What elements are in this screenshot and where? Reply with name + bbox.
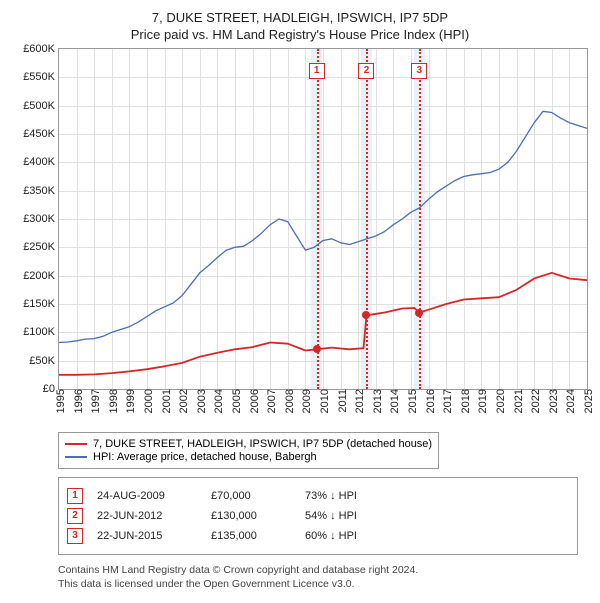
x-axis-label: 2021	[509, 389, 525, 413]
x-axis-label: 2009	[297, 389, 313, 413]
event-pct-vs-hpi: 60% ↓ HPI	[305, 530, 357, 542]
event-pct-vs-hpi: 54% ↓ HPI	[305, 510, 357, 522]
footer-attribution: Contains HM Land Registry data © Crown c…	[58, 563, 586, 591]
x-axis-label: 2011	[333, 389, 349, 413]
x-axis-label: 2015	[403, 389, 419, 413]
x-axis-label: 2025	[579, 389, 595, 413]
footer-line-2: This data is licensed under the Open Gov…	[58, 577, 586, 591]
data-point-dot	[362, 311, 370, 319]
legend-label: 7, DUKE STREET, HADLEIGH, IPSWICH, IP7 5…	[93, 438, 432, 450]
y-axis-label: £50K	[29, 355, 59, 367]
series-line-hpi	[59, 111, 587, 342]
event-row: 2 22-JUN-2012 £130,000 54% ↓ HPI	[67, 508, 569, 524]
event-date: 22-JUN-2015	[97, 530, 197, 542]
x-axis-label: 2007	[262, 389, 278, 413]
x-axis-label: 2020	[491, 389, 507, 413]
x-axis-label: 2023	[544, 389, 560, 413]
x-axis-label: 2024	[561, 389, 577, 413]
y-axis-label: £350K	[23, 185, 59, 197]
y-axis-label: £100K	[23, 326, 59, 338]
y-axis-label: £200K	[23, 270, 59, 282]
legend-swatch	[65, 443, 87, 445]
y-axis-label: £150K	[23, 298, 59, 310]
event-pct-vs-hpi: 73% ↓ HPI	[305, 490, 357, 502]
event-date: 22-JUN-2012	[97, 510, 197, 522]
x-axis-label: 2000	[139, 389, 155, 413]
y-axis-label: £450K	[23, 128, 59, 140]
x-axis-label: 2017	[438, 389, 454, 413]
event-price: £135,000	[211, 530, 291, 542]
event-row: 1 24-AUG-2009 £70,000 73% ↓ HPI	[67, 488, 569, 504]
line-layer	[59, 49, 587, 389]
x-axis-label: 2012	[350, 389, 366, 413]
x-axis-label: 2014	[385, 389, 401, 413]
x-axis-label: 2006	[245, 389, 261, 413]
x-axis-label: 1997	[86, 389, 102, 413]
chart-subtitle: Price paid vs. HM Land Registry's House …	[14, 27, 586, 42]
data-point-dot	[313, 345, 321, 353]
x-axis-label: 1996	[69, 389, 85, 413]
x-axis-label: 2010	[315, 389, 331, 413]
x-axis-label: 2002	[174, 389, 190, 413]
x-axis-label: 1998	[104, 389, 120, 413]
x-axis-label: 2022	[526, 389, 542, 413]
x-axis-label: 2001	[157, 389, 173, 413]
event-price: £70,000	[211, 490, 291, 502]
y-axis-label: £300K	[23, 213, 59, 225]
event-date: 24-AUG-2009	[97, 490, 197, 502]
series-line-price_paid	[59, 273, 587, 375]
x-axis-label: 2013	[368, 389, 384, 413]
x-axis-label: 2019	[473, 389, 489, 413]
y-axis-label: £550K	[23, 71, 59, 83]
x-axis-label: 1999	[121, 389, 137, 413]
x-axis-label: 2018	[456, 389, 472, 413]
chart-container: 7, DUKE STREET, HADLEIGH, IPSWICH, IP7 5…	[0, 0, 600, 603]
event-row: 3 22-JUN-2015 £135,000 60% ↓ HPI	[67, 528, 569, 544]
footer-line-1: Contains HM Land Registry data © Crown c…	[58, 563, 586, 577]
chart-title: 7, DUKE STREET, HADLEIGH, IPSWICH, IP7 5…	[14, 10, 586, 25]
event-badge: 2	[67, 508, 83, 524]
x-axis-label: 2016	[421, 389, 437, 413]
event-badge: 3	[67, 528, 83, 544]
x-axis-label: 1995	[51, 389, 67, 413]
legend: 7, DUKE STREET, HADLEIGH, IPSWICH, IP7 5…	[58, 432, 439, 469]
x-axis-label: 2005	[227, 389, 243, 413]
data-point-dot	[415, 309, 423, 317]
y-axis-label: £250K	[23, 241, 59, 253]
y-axis-label: £400K	[23, 156, 59, 168]
event-price: £130,000	[211, 510, 291, 522]
events-table: 1 24-AUG-2009 £70,000 73% ↓ HPI 2 22-JUN-2012…	[58, 477, 578, 555]
legend-label: HPI: Average price, detached house, Babe…	[93, 451, 317, 463]
legend-item: HPI: Average price, detached house, Babe…	[65, 451, 432, 463]
x-axis-label: 2003	[192, 389, 208, 413]
plot-area: £0£50K£100K£150K£200K£250K£300K£350K£400…	[58, 48, 588, 390]
title-block: 7, DUKE STREET, HADLEIGH, IPSWICH, IP7 5…	[14, 10, 586, 42]
event-badge: 1	[67, 488, 83, 504]
y-axis-label: £600K	[23, 43, 59, 55]
x-axis-label: 2004	[209, 389, 225, 413]
x-axis-label: 2008	[280, 389, 296, 413]
legend-swatch	[65, 456, 87, 458]
y-axis-label: £500K	[23, 100, 59, 112]
legend-item: 7, DUKE STREET, HADLEIGH, IPSWICH, IP7 5…	[65, 438, 432, 450]
